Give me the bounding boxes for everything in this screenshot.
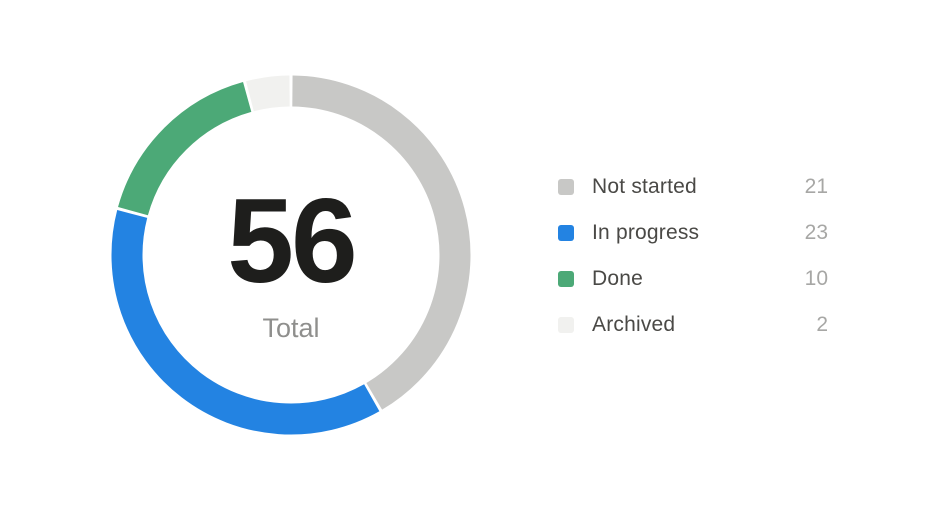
total-caption: Total <box>262 313 320 343</box>
legend-label: In progress <box>592 221 700 244</box>
legend-item-done[interactable]: Done 10 <box>558 267 828 291</box>
donut-segment-archived[interactable] <box>246 75 291 112</box>
legend-item-archived[interactable]: Archived 2 <box>558 313 828 337</box>
legend-item-not-started[interactable]: Not started 21 <box>558 175 828 199</box>
legend-value: 2 <box>816 313 828 336</box>
legend-label: Archived <box>592 313 676 336</box>
legend-label: Not started <box>592 175 697 198</box>
donut-chart: 56 Total <box>101 65 481 445</box>
total-count: 56 <box>227 174 357 308</box>
donut-segment-in-progress[interactable] <box>111 210 380 435</box>
legend-swatch <box>558 179 574 195</box>
legend-value: 10 <box>804 267 828 290</box>
donut-ring-svg[interactable] <box>101 65 481 445</box>
donut-segment-done[interactable] <box>118 82 252 216</box>
donut-segment-not-started[interactable] <box>292 75 471 410</box>
legend-item-in-progress[interactable]: In progress 23 <box>558 221 828 245</box>
legend-swatch <box>558 225 574 241</box>
legend-label: Done <box>592 267 644 290</box>
legend-value: 21 <box>804 175 828 198</box>
legend-swatch <box>558 271 574 287</box>
legend-swatch <box>558 317 574 333</box>
legend: Not started 21 In progress 23 Done 10 Ar… <box>558 175 828 359</box>
legend-value: 23 <box>804 221 828 244</box>
